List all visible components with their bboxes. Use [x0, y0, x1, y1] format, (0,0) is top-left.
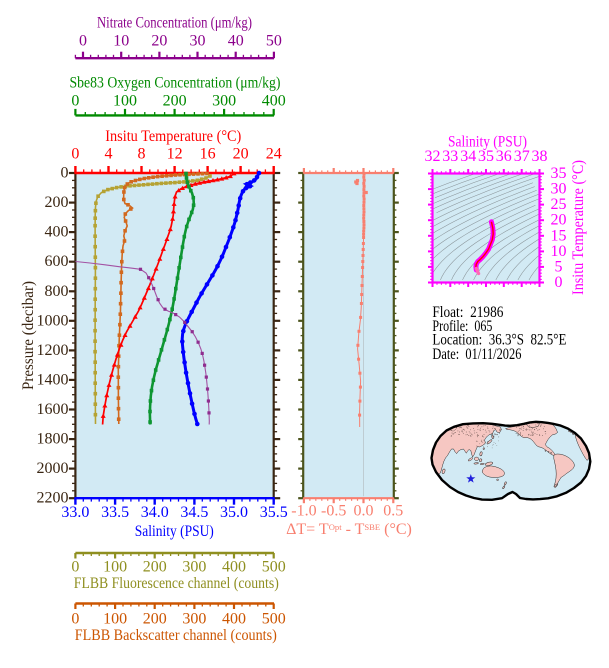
svg-text:20: 20 — [151, 32, 167, 49]
svg-text:0: 0 — [79, 32, 87, 49]
svg-text:15: 15 — [551, 227, 567, 244]
svg-text:8: 8 — [138, 146, 146, 163]
svg-text:FLBB Backscatter channel (coun: FLBB Backscatter channel (counts) — [75, 627, 277, 644]
svg-text:Profile: 065: Profile: 065 — [432, 318, 492, 335]
svg-text:0: 0 — [71, 92, 79, 109]
svg-text:0: 0 — [71, 146, 79, 163]
svg-text:24: 24 — [266, 146, 282, 163]
svg-text:200: 200 — [45, 194, 69, 211]
svg-text:Sbe83 Oxygen Concentration (μm: Sbe83 Oxygen Concentration (μm/kg) — [70, 75, 281, 92]
svg-text:100: 100 — [113, 92, 137, 109]
svg-text:40: 40 — [228, 32, 244, 49]
svg-text:500: 500 — [262, 559, 286, 576]
svg-text:30: 30 — [190, 32, 206, 49]
svg-text:100: 100 — [103, 559, 127, 576]
svg-text:38: 38 — [532, 148, 548, 165]
svg-text:35.0: 35.0 — [220, 504, 248, 521]
svg-text:0: 0 — [61, 165, 69, 182]
svg-text:Insitu Temperature (°C): Insitu Temperature (°C) — [105, 128, 241, 145]
svg-text:10: 10 — [551, 243, 567, 260]
svg-text:800: 800 — [45, 283, 69, 300]
svg-text:100: 100 — [103, 611, 127, 628]
svg-text:36: 36 — [496, 148, 512, 165]
svg-text:35: 35 — [478, 148, 494, 165]
svg-text:16: 16 — [200, 146, 216, 163]
svg-text:200: 200 — [143, 559, 167, 576]
svg-text:300: 300 — [182, 559, 206, 576]
svg-text:25: 25 — [551, 196, 567, 213]
svg-text:34.5: 34.5 — [180, 504, 208, 521]
svg-text:400: 400 — [222, 611, 246, 628]
svg-text:Nitrate Concentration (μm/kg): Nitrate Concentration (μm/kg) — [97, 15, 252, 32]
svg-text:1400: 1400 — [37, 371, 69, 388]
svg-text:200: 200 — [143, 611, 167, 628]
svg-text:Pressure (decibar): Pressure (decibar) — [20, 281, 37, 390]
svg-text:400: 400 — [45, 224, 69, 241]
svg-text:Salinity (PSU): Salinity (PSU) — [135, 523, 214, 540]
svg-text:Date: 01/11/2026: Date: 01/11/2026 — [432, 346, 521, 363]
svg-text:0.5: 0.5 — [383, 502, 403, 519]
svg-text:200: 200 — [163, 92, 187, 109]
svg-text:1000: 1000 — [37, 312, 69, 329]
svg-text:5: 5 — [555, 258, 563, 275]
svg-text:400: 400 — [262, 92, 286, 109]
svg-text:0.0: 0.0 — [354, 502, 374, 519]
svg-text:35.5: 35.5 — [260, 504, 288, 521]
svg-text:0: 0 — [555, 274, 563, 291]
svg-text:1800: 1800 — [37, 431, 69, 448]
svg-text:35: 35 — [551, 165, 567, 182]
svg-text:0: 0 — [71, 611, 79, 628]
svg-text:-0.5: -0.5 — [321, 502, 346, 519]
svg-text:2000: 2000 — [37, 460, 69, 477]
svg-text:-1.0: -1.0 — [291, 502, 316, 519]
svg-text:Location: 36.3°S 82.5°E: Location: 36.3°S 82.5°E — [432, 332, 566, 349]
svg-text:50: 50 — [266, 32, 282, 49]
svg-text:20: 20 — [233, 146, 249, 163]
svg-text:400: 400 — [222, 559, 246, 576]
svg-text:2200: 2200 — [37, 490, 69, 507]
svg-text:33: 33 — [442, 148, 458, 165]
svg-text:300: 300 — [182, 611, 206, 628]
svg-text:12: 12 — [167, 146, 183, 163]
svg-text:34.0: 34.0 — [141, 504, 169, 521]
svg-text:10: 10 — [113, 32, 129, 49]
svg-text:32: 32 — [425, 148, 441, 165]
svg-text:30: 30 — [551, 181, 567, 198]
svg-text:600: 600 — [45, 253, 69, 270]
svg-text:FLBB Fluorescence channel (cou: FLBB Fluorescence channel (counts) — [74, 575, 279, 592]
svg-text:1200: 1200 — [37, 342, 69, 359]
svg-text:300: 300 — [212, 92, 236, 109]
svg-text:0: 0 — [71, 559, 79, 576]
svg-text:34: 34 — [460, 148, 476, 165]
svg-text:33.5: 33.5 — [101, 504, 129, 521]
svg-text:Float: 21986: Float: 21986 — [432, 304, 503, 321]
svg-text:4: 4 — [105, 146, 113, 163]
svg-text:33.0: 33.0 — [61, 504, 89, 521]
svg-text:20: 20 — [551, 212, 567, 229]
svg-text:1600: 1600 — [37, 401, 69, 418]
svg-text:500: 500 — [262, 611, 286, 628]
svg-text:37: 37 — [514, 148, 530, 165]
svg-text:Insitu Temperature (°C): Insitu Temperature (°C) — [570, 160, 587, 295]
svg-text:Salinity (PSU): Salinity (PSU) — [448, 134, 527, 151]
svg-text:ΔT= TOpt - TSBE (°C): ΔT= TOpt - TSBE (°C) — [286, 521, 412, 538]
